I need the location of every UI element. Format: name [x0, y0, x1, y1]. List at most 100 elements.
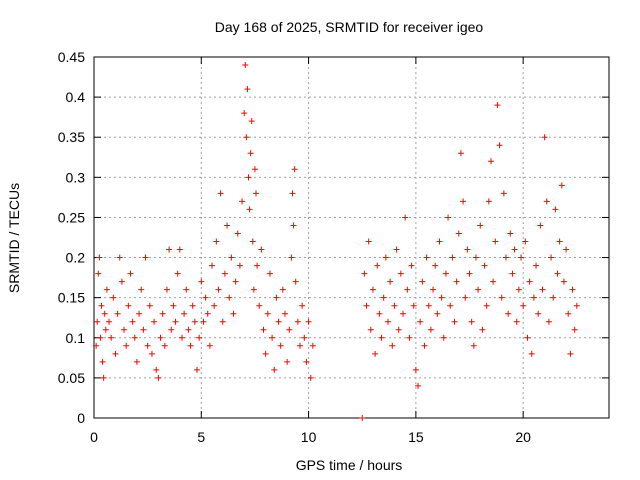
- data-point: [466, 270, 473, 277]
- data-point: [361, 270, 368, 277]
- y-tick-label: 0.35: [58, 129, 85, 145]
- x-tick-label: 5: [197, 429, 205, 445]
- data-point: [530, 294, 537, 301]
- data-point: [539, 286, 546, 293]
- data-point: [365, 238, 372, 245]
- data-point: [384, 318, 391, 325]
- data-point: [524, 334, 531, 341]
- data-point: [289, 190, 296, 197]
- data-point: [221, 270, 228, 277]
- axis-ticks: 0 0.05 0.1 0.15 0.2 0.25 0.3 0.35 0.4 0.45 0 5 10 15 2…: [58, 49, 609, 445]
- data-point: [97, 334, 104, 341]
- data-point: [213, 238, 220, 245]
- data-point: [462, 294, 469, 301]
- data-point: [500, 190, 507, 197]
- data-point: [567, 350, 574, 357]
- x-tick-label: 20: [515, 429, 531, 445]
- data-point: [496, 142, 503, 149]
- data-point: [389, 342, 396, 349]
- data-point: [245, 174, 252, 181]
- data-point: [232, 278, 239, 285]
- data-point: [244, 86, 251, 93]
- data-point: [187, 342, 194, 349]
- data-point: [498, 294, 505, 301]
- data-point: [359, 415, 366, 421]
- data-point: [125, 302, 132, 309]
- data-point: [170, 302, 177, 309]
- data-point: [400, 310, 406, 317]
- data-point: [487, 158, 494, 165]
- data-point: [301, 334, 308, 341]
- data-point: [251, 166, 258, 173]
- y-tick-label: 0.3: [66, 169, 86, 185]
- plot-frame: [93, 56, 610, 419]
- data-point: [133, 358, 140, 365]
- data-point: [442, 270, 449, 277]
- y-tick-label: 0.05: [58, 370, 85, 386]
- data-point: [393, 246, 400, 253]
- data-point: [200, 318, 207, 325]
- data-point: [376, 310, 383, 317]
- data-point: [378, 334, 385, 341]
- data-point: [406, 334, 413, 341]
- data-point: [112, 350, 119, 357]
- data-point: [286, 326, 293, 333]
- data-point: [116, 254, 123, 261]
- data-point: [485, 198, 492, 205]
- data-point: [168, 326, 175, 333]
- data-point: [573, 302, 580, 309]
- data-point: [136, 310, 143, 317]
- data-point: [183, 286, 190, 293]
- data-point: [249, 238, 256, 245]
- data-point: [127, 270, 134, 277]
- data-point: [101, 310, 108, 317]
- data-point: [209, 262, 216, 269]
- data-point: [254, 262, 261, 269]
- data-point: [243, 134, 250, 141]
- data-point: [511, 246, 518, 253]
- data-point: [445, 214, 452, 221]
- data-point: [423, 254, 430, 261]
- y-tick-label: 0.1: [66, 330, 86, 346]
- data-point: [260, 326, 267, 333]
- data-point: [189, 302, 196, 309]
- data-point: [558, 182, 565, 189]
- data-point: [374, 262, 381, 269]
- data-point: [449, 254, 456, 261]
- data-point: [161, 342, 168, 349]
- data-point: [264, 310, 271, 317]
- data-point: [560, 278, 567, 285]
- data-point: [554, 270, 561, 277]
- data-point: [395, 326, 402, 333]
- data-point: [290, 222, 297, 229]
- data-point: [138, 286, 145, 293]
- data-point: [479, 326, 486, 333]
- data-point: [198, 278, 205, 285]
- data-point: [472, 254, 479, 261]
- data-point: [110, 294, 117, 301]
- x-tick-label: 15: [408, 429, 424, 445]
- data-point: [408, 262, 415, 269]
- chart-title: Day 168 of 2025, SRMTID for receiver ige…: [215, 19, 484, 35]
- data-point: [148, 350, 155, 357]
- data-point: [520, 302, 527, 309]
- data-point: [503, 254, 509, 261]
- data-point: [417, 318, 424, 325]
- y-tick-label: 0.4: [66, 89, 86, 105]
- data-point: [391, 302, 398, 309]
- data-point: [202, 294, 209, 301]
- data-point: [415, 382, 422, 389]
- data-point: [103, 286, 110, 293]
- data-point: [96, 254, 103, 261]
- y-tick-label: 0.15: [58, 290, 85, 306]
- grid-lines: [94, 57, 609, 418]
- data-point: [269, 334, 276, 341]
- data-point: [256, 302, 263, 309]
- data-point: [457, 150, 464, 157]
- data-point: [528, 350, 535, 357]
- data-point: [490, 278, 497, 285]
- data-point: [509, 270, 516, 277]
- data-point: [288, 254, 295, 261]
- data-point: [307, 374, 314, 381]
